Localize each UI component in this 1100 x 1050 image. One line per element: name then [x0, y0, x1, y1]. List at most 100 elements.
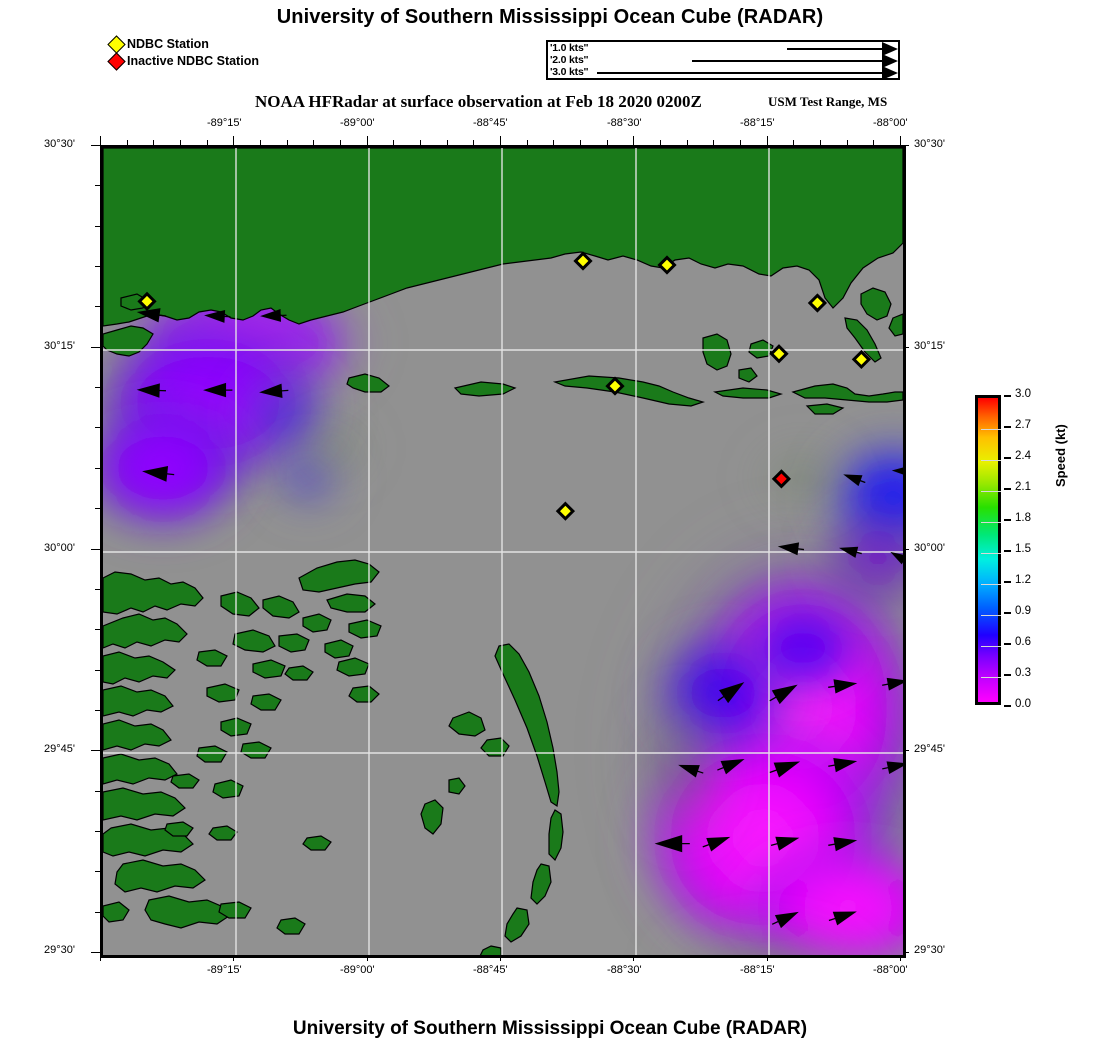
pascagoula-marsh: [702, 333, 732, 371]
colorbar-gridline: [981, 491, 1001, 492]
current-vector: [136, 308, 166, 323]
y-axis-label-right: 30°30': [914, 138, 945, 150]
current-vector: [828, 679, 858, 694]
current-vector: [770, 836, 800, 851]
colorbar-gridline: [981, 522, 1001, 523]
colorbar-title: Speed (kt): [1053, 424, 1068, 487]
vector-arrowhead-icon: [260, 308, 282, 322]
ndbc-station-marker[interactable]: [769, 344, 789, 364]
y-axis-label-right: 30°00': [914, 542, 945, 554]
al-green-east: [888, 313, 903, 337]
legend-item-inactive-ndbc-station: Inactive NDBC Station: [107, 52, 259, 71]
y-axis-label: 30°30': [44, 138, 75, 150]
ndbc-station-layer: [137, 251, 872, 521]
scale-line-2kt: [692, 60, 882, 62]
ndbc-station-marker[interactable]: [657, 255, 677, 275]
scale-row-2kt: '2.0 kts'': [548, 54, 898, 68]
x-axis-label: -89°00': [340, 117, 375, 129]
colorbar-tick-label: 1.5: [1015, 543, 1031, 555]
current-vector: [259, 383, 289, 399]
ndbc-station-marker[interactable]: [555, 501, 576, 521]
vector-arrowhead-icon: [678, 764, 700, 778]
colorbar-tick-label: 0.6: [1015, 636, 1031, 648]
colorbar-tick-label: 0.0: [1015, 698, 1031, 710]
xtick-minor: [633, 136, 635, 145]
diamond-marker-icon: [107, 35, 126, 54]
ytick-minor: [91, 750, 100, 752]
colorbar-tick: [1004, 395, 1011, 397]
land-layer: [103, 148, 903, 955]
horn-island: [552, 375, 706, 407]
scale-label-2kt: '2.0 kts'': [550, 54, 589, 66]
vector-scale-legend: '1.0 kts'' '2.0 kts'' '3.0 kts'': [546, 40, 900, 80]
ndbc-station-marker[interactable]: [851, 349, 872, 370]
colorbar-tick-label: 2.7: [1015, 419, 1031, 431]
mobile-point: [844, 317, 882, 363]
colorbar-tick-label: 3.0: [1015, 388, 1031, 400]
chart-subtitle: NOAA HFRadar at surface observation at F…: [255, 92, 702, 111]
ndbc-station-marker[interactable]: [137, 291, 157, 311]
x-axis-label: -88°45': [473, 117, 508, 129]
mobile-bay-green: [860, 287, 892, 321]
x-axis-label-bottom: -88°30': [607, 964, 642, 976]
colorbar-gridline: [981, 429, 1001, 430]
xtick-minor: [500, 136, 501, 145]
current-vector: [828, 837, 858, 852]
scale-label-1kt: '1.0 kts'': [550, 42, 589, 54]
current-vector: [678, 764, 704, 778]
vector-arrowhead-icon: [777, 542, 800, 556]
vector-arrowhead-icon: [773, 761, 801, 778]
y-axis-label-right: 30°15': [914, 340, 945, 352]
vector-arrowhead-icon: [136, 308, 161, 323]
ndbc-station-marker[interactable]: [605, 376, 625, 396]
current-vector: [717, 759, 745, 775]
scale-row-1kt: '1.0 kts'': [548, 42, 898, 56]
colorbar-gridline: [981, 615, 1001, 616]
current-vector: [203, 382, 233, 398]
x-axis-label-bottom: -89°15': [207, 964, 242, 976]
current-vector: [717, 682, 745, 704]
vector-arrowhead-icon: [259, 383, 283, 399]
current-vector-layer: [136, 308, 903, 929]
site-label: USM Test Range, MS: [768, 94, 888, 109]
arrow-head-icon: [882, 42, 898, 56]
station-legend: NDBC Station Inactive NDBC Station: [107, 35, 259, 71]
map-plot-area[interactable]: [100, 145, 906, 958]
vector-arrowhead-icon: [833, 758, 858, 773]
colorbar-tick-label: 2.4: [1015, 450, 1031, 462]
colorbar-tick-label: 0.9: [1015, 605, 1031, 617]
current-vector: [890, 551, 903, 565]
x-axis-label: -88°00': [873, 117, 908, 129]
barrier-fragment: [805, 403, 845, 415]
mississippi-delta-marsh: [103, 559, 382, 935]
current-vector: [702, 836, 731, 852]
colorbar-tick: [1004, 674, 1011, 676]
current-vector: [204, 309, 231, 323]
legend-label-inactive-ndbc-station: Inactive NDBC Station: [127, 54, 259, 68]
page-title: University of Southern Mississippi Ocean…: [276, 6, 824, 28]
vector-arrowhead-icon: [203, 382, 227, 398]
colorbar-gridline: [981, 460, 1001, 461]
current-vector: [136, 383, 167, 398]
colorbar-gridline: [981, 553, 1001, 554]
ndbc-station-marker[interactable]: [807, 293, 828, 313]
vector-arrowhead-icon: [204, 309, 226, 323]
vector-arrowhead-icon: [838, 546, 859, 558]
inactive-ndbc-station-marker[interactable]: [771, 469, 792, 489]
colorbar-tick-label: 0.3: [1015, 667, 1031, 679]
petit-bois-island: [713, 387, 784, 399]
current-vector: [654, 834, 690, 853]
y-axis-label-right: 29°45': [914, 743, 945, 755]
colorbar-tick: [1004, 581, 1011, 583]
scale-line-1kt: [787, 48, 882, 50]
vector-arrowhead-icon: [886, 761, 903, 775]
colorbar-tick: [1004, 705, 1011, 707]
vector-arrowhead-icon: [843, 474, 863, 487]
map-canvas[interactable]: [103, 148, 903, 955]
current-vector: [771, 911, 799, 929]
ndbc-station-marker[interactable]: [573, 251, 593, 271]
y-axis-label: 30°00': [44, 542, 75, 554]
xtick-minor: [366, 136, 368, 145]
y-axis-label: 30°15': [44, 340, 75, 352]
xtick-minor: [766, 136, 768, 145]
